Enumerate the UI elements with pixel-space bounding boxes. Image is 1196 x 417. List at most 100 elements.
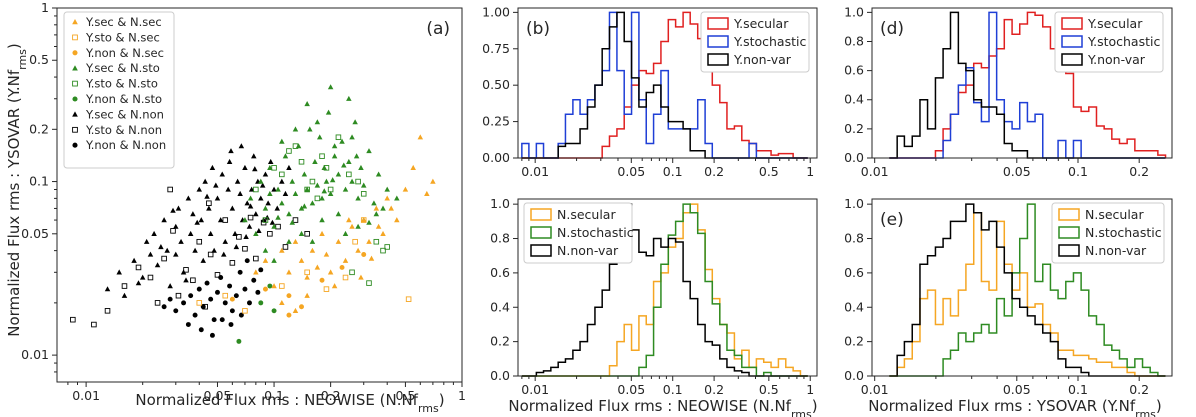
scatter-point-green-triangles-18 xyxy=(309,200,316,206)
scatter-point-green-squares-8 xyxy=(304,186,310,193)
scatter-point-orange-triangles-28 xyxy=(388,205,394,211)
scatter-point-green-triangles-44 xyxy=(304,101,310,107)
x-tick-label-a: 0.01 xyxy=(72,388,100,403)
legend-swatch-d xyxy=(1061,17,1083,30)
scatter-point-black-squares-24 xyxy=(275,223,281,230)
scatter-point-green-triangles-4 xyxy=(262,205,269,211)
scatter-point-green-triangles-40 xyxy=(380,205,386,211)
y-tick-label-c: 0.8 xyxy=(490,231,510,246)
legend-swatch-e xyxy=(1058,208,1080,221)
scatter-point-black-squares-26 xyxy=(292,217,299,223)
scatter-point-orange-squares-8 xyxy=(405,296,412,302)
x-tick-label-b: 0.05 xyxy=(617,164,645,179)
scatter-point-black-squares-14 xyxy=(207,251,214,258)
scatter-point-black-circles-22 xyxy=(209,332,215,338)
scatter-point-orange-triangles-18 xyxy=(366,238,372,244)
scatter-point-orange-triangles-5 xyxy=(292,238,299,244)
y-tick-label-d: 0.4 xyxy=(844,92,864,107)
legend-label-a: Y.sec & N.non xyxy=(85,107,164,121)
y-tick-label-b: 0.25 xyxy=(482,114,510,129)
scatter-point-orange-triangles-35 xyxy=(358,274,364,280)
scatter-point-black-triangles-64 xyxy=(243,233,249,240)
scatter-point-black-triangles-19 xyxy=(196,186,203,192)
scatter-point-black-triangles-11 xyxy=(173,223,179,229)
x-tick-label-d: 0.1 xyxy=(1068,164,1088,179)
x-tick-label-a: 0.1 xyxy=(264,388,284,403)
scatter-point-black-squares-27 xyxy=(304,231,310,237)
scatter-point-black-squares-18 xyxy=(236,234,242,240)
scatter-point-green-triangles-50 xyxy=(373,211,380,217)
scatter-point-orange-circles-1 xyxy=(262,286,268,292)
scatter-point-green-circles-0 xyxy=(236,338,242,344)
scatter-point-green-triangles-26 xyxy=(327,190,334,196)
scatter-point-orange-squares-2 xyxy=(242,308,248,314)
legend-swatch-b xyxy=(707,17,729,30)
y-tick-label-a: 1 xyxy=(41,0,49,15)
scatter-point-black-squares-23 xyxy=(267,231,273,237)
scatter-point-green-triangles-9 xyxy=(282,153,289,159)
scatter-point-black-circles-19 xyxy=(255,289,261,295)
scatter-point-green-squares-3 xyxy=(309,178,316,185)
scatter-point-black-squares-17 xyxy=(229,260,236,266)
scatter-point-black-triangles-57 xyxy=(194,219,200,225)
scatter-point-black-triangles-30 xyxy=(222,238,229,244)
panel-a-scatter: 0.01 0.05 0.1 0.2 0.5 1 0.01 0.05 0.1 0.2 0.5 1 (a) Y… xyxy=(21,0,466,403)
scatter-point-orange-squares-6 xyxy=(342,274,349,281)
scatter-point-black-circles-28 xyxy=(167,296,173,302)
scatter-point-orange-circles-0 xyxy=(229,296,235,302)
scatter-point-orange-squares-1 xyxy=(222,292,229,299)
scatter-point-black-squares-7 xyxy=(161,255,167,262)
scatter-point-orange-squares-4 xyxy=(304,269,310,276)
panel-c-histogram: 0.010.050.10.20.510.00.20.40.60.81.0(c)N… xyxy=(490,196,818,397)
scatter-point-green-triangles-21 xyxy=(316,134,323,140)
scatter-point-green-triangles-12 xyxy=(292,190,299,196)
scatter-point-orange-triangles-19 xyxy=(373,205,380,211)
scatter-point-black-triangles-24 xyxy=(207,230,214,236)
x-tick-label-c: 0.05 xyxy=(617,382,645,397)
legend-label-d: Y.secular xyxy=(1087,16,1143,31)
legend-label-a: Y.sec & N.sto xyxy=(85,61,160,75)
legend-label-a: Y.non & N.sec xyxy=(85,46,164,60)
hist-series-c-N.non-var xyxy=(521,203,808,377)
scatter-point-black-circles-12 xyxy=(227,283,233,289)
scatter-point-black-squares-8 xyxy=(170,228,176,234)
scatter-point-orange-squares-9 xyxy=(360,217,367,223)
scatter-point-black-triangles-49 xyxy=(267,158,274,164)
scatter-point-black-triangles-65 xyxy=(247,203,254,209)
scatter-point-green-triangles-10 xyxy=(286,211,292,217)
scatter-point-green-triangles-64 xyxy=(275,214,281,220)
scatter-point-black-triangles-3 xyxy=(131,257,137,263)
scatter-point-black-squares-4 xyxy=(135,264,142,271)
scatter-point-black-triangles-33 xyxy=(229,205,236,211)
y-tick-label-e: 0.8 xyxy=(844,231,864,246)
y-tick-label-e: 0.2 xyxy=(844,334,864,349)
scatter-point-orange-triangles-24 xyxy=(410,164,416,170)
scatter-point-orange-triangles-12 xyxy=(327,269,334,275)
scatter-point-green-triangles-34 xyxy=(355,195,361,201)
scatter-point-orange-squares-5 xyxy=(323,286,330,292)
scatter-point-black-triangles-59 xyxy=(213,182,219,188)
y-tick-label-b: 0.50 xyxy=(482,77,510,92)
scatter-point-black-circles-6 xyxy=(204,280,210,286)
scatter-point-green-triangles-22 xyxy=(319,195,325,201)
x-tick-label-c: 0.5 xyxy=(759,382,779,397)
scatter-point-orange-triangles-30 xyxy=(346,217,352,223)
scatter-point-green-triangles-7 xyxy=(275,186,281,192)
scatter-point-orange-triangles-20 xyxy=(380,230,386,236)
scatter-point-black-triangles-32 xyxy=(226,158,233,164)
scatter-point-green-triangles-37 xyxy=(366,148,372,154)
scatter-point-black-circles-13 xyxy=(229,308,235,314)
x-tick-label-d: 0.05 xyxy=(1003,164,1031,179)
scatter-point-orange-squares-0 xyxy=(196,300,203,306)
y-tick-label-d: 0.2 xyxy=(844,121,864,136)
scatter-point-black-triangles-15 xyxy=(185,195,192,201)
scatter-point-orange-triangles-4 xyxy=(286,269,292,275)
legend-label-c: N.stochastic xyxy=(557,225,634,240)
scatter-point-black-triangles-38 xyxy=(242,164,248,170)
legend-swatch-b xyxy=(707,35,729,48)
panel-label-d: (d) xyxy=(880,19,904,39)
scatter-point-black-circles-27 xyxy=(258,267,264,273)
legend-label-d: Y.non-var xyxy=(1087,52,1146,67)
scatter-point-black-circles-0 xyxy=(173,308,179,314)
